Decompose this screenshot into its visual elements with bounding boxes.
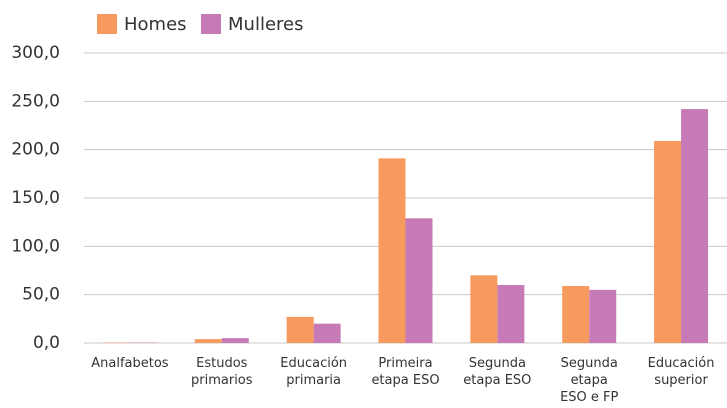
legend-swatch: [201, 14, 221, 34]
bar: [589, 289, 617, 343]
legend-label: Homes: [124, 14, 187, 35]
bar: [378, 158, 406, 343]
bar: [470, 275, 498, 343]
bar: [221, 338, 249, 343]
x-tick-label: Estudos primarios: [191, 356, 253, 388]
bar: [654, 140, 682, 343]
y-tick-label: 150,0: [11, 188, 60, 208]
x-tick-label: Primeira etapa ESO: [371, 356, 440, 388]
y-tick-label: 300,0: [11, 43, 60, 63]
bar: [194, 339, 222, 343]
y-tick-label: 50,0: [22, 285, 60, 305]
y-tick-label: 100,0: [11, 236, 60, 256]
x-tick-label: Segunda etapa ESO: [463, 356, 532, 388]
bar: [681, 109, 709, 343]
y-tick-label: 0,0: [33, 333, 60, 353]
bar: [497, 285, 525, 343]
x-tick-label: Educación primaria: [280, 356, 348, 388]
x-tick-label: Educación superior: [647, 356, 715, 388]
bar: [286, 316, 314, 343]
legend-label: Mulleres: [228, 14, 303, 35]
bar: [405, 218, 433, 343]
x-tick-label: Analfabetos: [91, 356, 169, 371]
bar: [562, 285, 590, 343]
y-tick-label: 250,0: [11, 91, 60, 111]
bar: [313, 323, 341, 343]
legend-swatch: [97, 14, 117, 34]
x-tick-label: Segunda etapa ESO e FP: [560, 356, 619, 405]
y-tick-label: 200,0: [11, 140, 60, 160]
